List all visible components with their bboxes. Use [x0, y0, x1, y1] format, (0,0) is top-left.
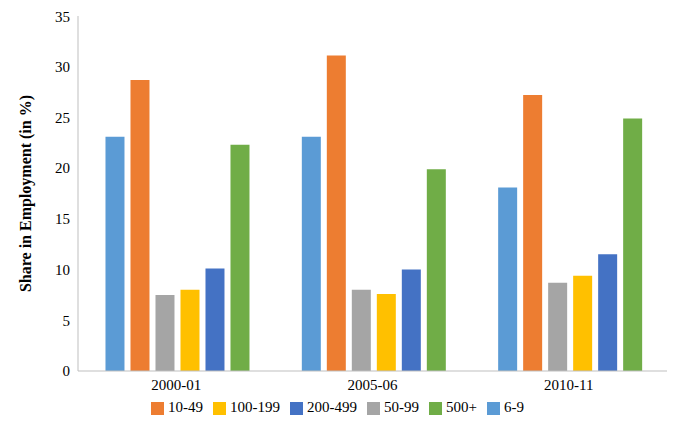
html-text:6-9: 6-9 [504, 399, 524, 415]
svg-text:0: 0 [63, 363, 71, 379]
svg-text:15: 15 [55, 211, 70, 227]
svg-text:35: 35 [55, 9, 70, 25]
svg-text:30: 30 [55, 59, 70, 75]
svg-text:2010-11: 2010-11 [544, 377, 593, 393]
html-text:200-499: 200-499 [307, 399, 357, 415]
html-text:100-199: 100-199 [230, 399, 280, 415]
html-text:500+: 500+ [446, 399, 477, 415]
svg-text:2005-06: 2005-06 [348, 377, 398, 393]
svg-text:10: 10 [55, 262, 70, 278]
svg-text:20: 20 [55, 160, 70, 176]
html-text:50-99: 50-99 [384, 399, 419, 415]
html-text:10-49: 10-49 [168, 399, 203, 415]
svg-text:2000-01: 2000-01 [151, 377, 201, 393]
svg-text:25: 25 [55, 110, 70, 126]
svg-text:5: 5 [63, 313, 71, 329]
svg-text:Share in Employment (in %): Share in Employment (in %) [17, 95, 35, 292]
